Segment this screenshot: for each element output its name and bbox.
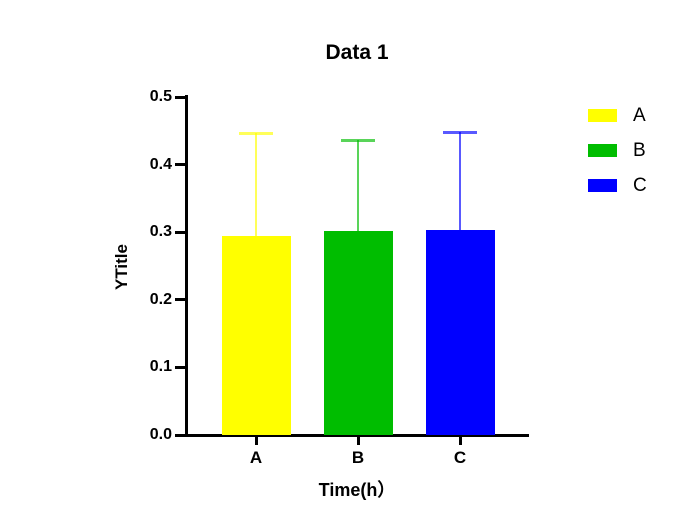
legend-swatch-icon (588, 143, 617, 157)
bar-B (323, 230, 393, 435)
y-tick-label: 0.4 (149, 155, 172, 173)
error-bar-line (459, 132, 461, 231)
bar-C (425, 230, 495, 435)
legend-label: A (633, 104, 646, 126)
y-tick-mark (175, 95, 185, 99)
x-category-label-C: C (453, 448, 467, 467)
x-tick-mark (356, 437, 360, 445)
legend-item-B: B (588, 139, 646, 161)
x-tick-mark (254, 437, 258, 445)
legend-swatch-icon (588, 108, 617, 122)
error-bar-line (255, 132, 257, 236)
error-bar-cap (239, 131, 273, 135)
y-axis-title: YTitle (112, 244, 131, 290)
y-tick-mark (175, 163, 185, 167)
x-tick-mark (458, 437, 462, 445)
legend-label: C (633, 174, 647, 196)
y-tick-label: 0.0 (149, 426, 172, 443)
y-tick-label: 0.5 (149, 88, 172, 105)
legend-swatch-icon (588, 178, 617, 192)
x-category-label-B: B (351, 448, 365, 467)
legend-item-A: A (588, 104, 646, 126)
error-bar-cap (443, 131, 477, 135)
y-tick-label: 0.1 (149, 358, 172, 376)
x-axis-title: Time(h） (318, 480, 396, 500)
y-tick-mark (175, 230, 185, 234)
y-tick-mark (175, 433, 185, 437)
chart-title: Data 1 (325, 41, 389, 64)
legend-label: B (633, 139, 646, 161)
y-tick-mark (175, 365, 185, 369)
y-axis-line (185, 95, 188, 437)
bar-A (221, 235, 291, 435)
error-bar-cap (341, 139, 375, 143)
x-category-label-A: A (249, 448, 263, 467)
error-bar-line (357, 140, 359, 231)
y-tick-mark (175, 298, 185, 302)
y-tick-label: 0.3 (149, 223, 172, 241)
legend-item-C: C (588, 174, 647, 196)
y-tick-label: 0.2 (149, 290, 172, 308)
x-axis-line (183, 434, 529, 437)
